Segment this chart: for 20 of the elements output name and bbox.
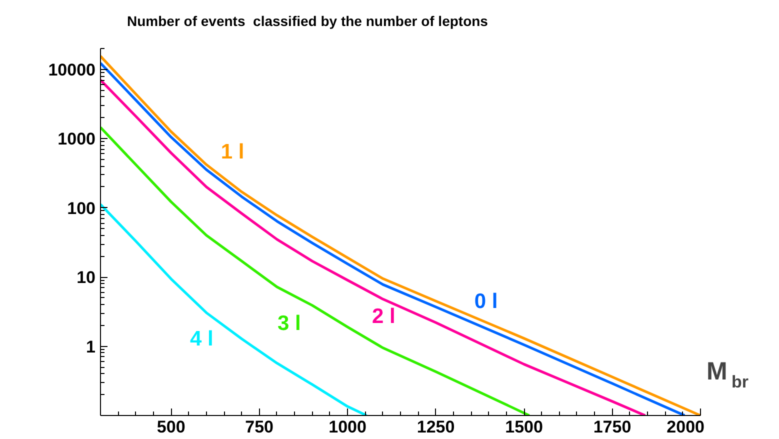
y-tick-label: 10: [76, 268, 96, 288]
series-label: 4 l: [190, 328, 214, 351]
line-series: [100, 126, 531, 416]
chart-title: Number of events classified by the number of leptons: [127, 12, 488, 31]
x-tick-label: 1500: [505, 418, 543, 436]
y-tick-label: 100: [67, 198, 96, 218]
line-series: [100, 203, 368, 416]
x-tick-label: 1250: [416, 418, 455, 436]
x-tick-label: 1750: [593, 418, 632, 436]
y-tick-label: 10000: [48, 60, 96, 80]
series-label: 0 l: [474, 290, 498, 313]
x-tick-label: 2000: [666, 418, 705, 436]
x-tick-label: 500: [156, 418, 186, 436]
x-tick-label: 1000: [328, 418, 366, 436]
series-label: 3 l: [278, 312, 301, 335]
x-tick-label: 750: [245, 418, 274, 436]
series-label: 2 l: [372, 304, 396, 328]
y-tick-label: 1: [86, 337, 96, 356]
series-label: 1 l: [220, 140, 244, 164]
y-tick-label: 1000: [58, 130, 96, 149]
